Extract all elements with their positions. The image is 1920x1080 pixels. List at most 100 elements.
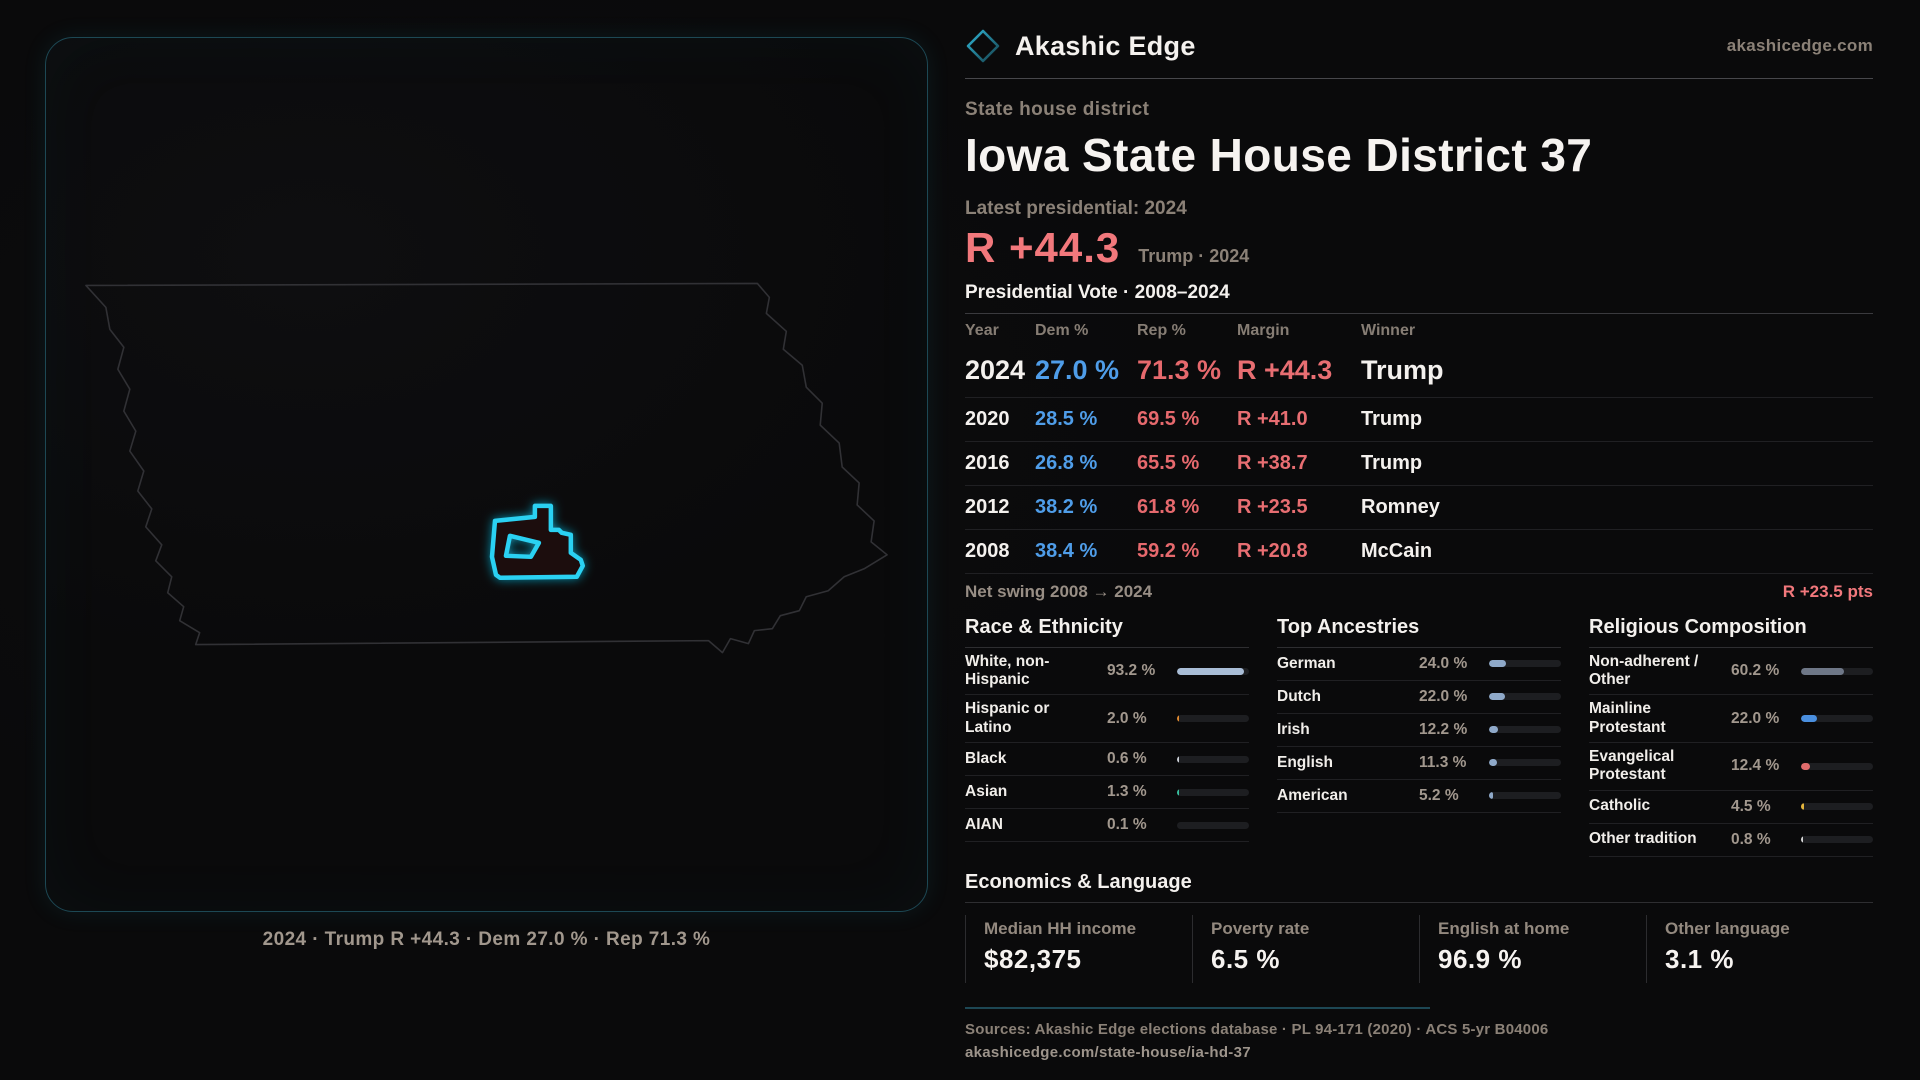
demo-value: 0.6 % bbox=[1107, 750, 1147, 768]
section-title: Top Ancestries bbox=[1277, 616, 1561, 648]
stat-bar bbox=[1489, 759, 1561, 767]
demo-label: Asian bbox=[965, 782, 1008, 800]
economics-title: Economics & Language bbox=[965, 871, 1873, 903]
vote-table-title: Presidential Vote · 2008–2024 bbox=[965, 282, 1873, 314]
list-item: Dutch 22.0 % bbox=[1277, 681, 1561, 714]
economics-section: Economics & Language Median HH income $82… bbox=[965, 871, 1873, 983]
table-cell: 27.0 % bbox=[1035, 354, 1120, 385]
list-item: Hispanic or Latino 2.0 % bbox=[965, 695, 1249, 744]
stat-label: Poverty rate bbox=[1211, 918, 1310, 938]
stat-bar-fill bbox=[1489, 726, 1498, 734]
demo-section-race-ethnicity: Race & Ethnicity White, non-Hispanic 93.2 … bbox=[965, 616, 1249, 857]
vote-row-2008: 2008 38.4 % 59.2 % R +20.8 McCain bbox=[965, 530, 1873, 574]
stat-bar-fill bbox=[1489, 792, 1493, 800]
margin-context: Trump · 2024 bbox=[1138, 245, 1250, 266]
table-cell: 2008 bbox=[965, 539, 1010, 562]
list-item: English 11.3 % bbox=[1277, 747, 1561, 780]
column-header: Dem % bbox=[1035, 321, 1089, 339]
stat-bar-fill bbox=[1177, 715, 1179, 723]
vote-row-2012: 2012 38.2 % 61.8 % R +23.5 Romney bbox=[965, 486, 1873, 530]
demo-value: 4.5 % bbox=[1731, 797, 1771, 815]
stat-bar-fill bbox=[1801, 836, 1803, 844]
stat-bar-fill bbox=[1489, 693, 1505, 701]
table-cell: 69.5 % bbox=[1137, 407, 1200, 430]
table-cell: R +23.5 bbox=[1237, 495, 1308, 518]
column-header: Rep % bbox=[1137, 321, 1186, 339]
list-item: AIAN 0.1 % bbox=[965, 809, 1249, 843]
demo-value: 0.1 % bbox=[1107, 816, 1147, 834]
stat-bar bbox=[1489, 660, 1561, 668]
stat-value: 3.1 % bbox=[1665, 943, 1734, 974]
demo-label: American bbox=[1277, 786, 1348, 804]
latest-presidential-label: Latest presidential: 2024 bbox=[965, 197, 1187, 219]
footer-divider bbox=[965, 1006, 1430, 1009]
stat-bar-fill bbox=[1801, 762, 1810, 770]
stat-bar bbox=[1489, 726, 1561, 734]
stat-cell: Poverty rate 6.5 % bbox=[1192, 914, 1419, 983]
list-item: Catholic 4.5 % bbox=[1589, 791, 1873, 824]
list-item: German 24.0 % bbox=[1277, 648, 1561, 681]
brand-header: Akashic Edge akashicedge.com bbox=[965, 28, 1873, 79]
stat-bar bbox=[1489, 693, 1561, 701]
table-cell: 71.3 % bbox=[1137, 354, 1222, 385]
stat-cell: Median HH income $82,375 bbox=[965, 914, 1192, 983]
stat-bar bbox=[1489, 792, 1561, 800]
demo-label: Black bbox=[965, 749, 1007, 767]
list-item: Irish 12.2 % bbox=[1277, 714, 1561, 747]
table-cell: 2016 bbox=[965, 451, 1010, 474]
stat-bar bbox=[1177, 788, 1249, 796]
stat-bar bbox=[1177, 755, 1249, 763]
table-cell: 59.2 % bbox=[1137, 539, 1200, 562]
section-title: Religious Composition bbox=[1589, 616, 1873, 648]
diamond-logo-icon bbox=[966, 29, 1000, 63]
column-header: Year bbox=[965, 321, 999, 339]
stat-bar bbox=[1801, 803, 1873, 811]
demo-value: 60.2 % bbox=[1731, 662, 1780, 680]
stat-bar-fill bbox=[1489, 660, 1507, 668]
stat-bar-fill bbox=[1177, 755, 1179, 763]
table-cell: 2020 bbox=[965, 407, 1010, 430]
list-item: Evangelical Protestant 12.4 % bbox=[1589, 743, 1873, 791]
demo-value: 11.3 % bbox=[1419, 753, 1467, 771]
permalink[interactable]: akashicedge.com/state-house/ia-hd-37 bbox=[965, 1043, 1251, 1061]
vote-row-2024: 2024 27.0 % 71.3 % R +44.3 Trump bbox=[965, 345, 1873, 398]
footer: Sources: Akashic Edge elections database… bbox=[965, 1006, 1873, 1061]
vote-table: Year Dem % Rep % Margin Winner 2024 27.0 % 71.3… bbox=[965, 314, 1873, 574]
demo-section-top-ancestries: Top Ancestries German 24.0 % Dutch 22.0 % Iri… bbox=[1277, 616, 1561, 857]
stat-bar-fill bbox=[1801, 715, 1817, 723]
vote-row-2020: 2020 28.5 % 69.5 % R +41.0 Trump bbox=[965, 398, 1873, 442]
demo-label: German bbox=[1277, 654, 1336, 672]
table-cell: Trump bbox=[1361, 407, 1423, 430]
margin-value: R +44.3 bbox=[965, 223, 1121, 271]
table-cell: 2012 bbox=[965, 495, 1010, 518]
detail-pane: Akashic Edge akashicedge.com State house… bbox=[965, 28, 1873, 1061]
stat-bar-fill bbox=[1801, 667, 1845, 675]
demo-value: 22.0 % bbox=[1419, 687, 1468, 705]
vote-table-header: Year Dem % Rep % Margin Winner bbox=[965, 314, 1873, 345]
demo-value: 2.0 % bbox=[1107, 709, 1147, 727]
table-cell: R +38.7 bbox=[1237, 451, 1308, 474]
table-cell: 61.8 % bbox=[1137, 495, 1200, 518]
stat-label: English at home bbox=[1438, 918, 1570, 938]
demo-value: 5.2 % bbox=[1419, 786, 1459, 804]
stat-value: 96.9 % bbox=[1438, 943, 1522, 974]
demo-label: Hispanic or Latino bbox=[965, 700, 1050, 736]
stat-bar-fill bbox=[1177, 667, 1245, 675]
stat-bar bbox=[1177, 667, 1249, 675]
demographics-grid: Race & Ethnicity White, non-Hispanic 93.2 … bbox=[965, 616, 1873, 857]
demo-label: English bbox=[1277, 753, 1333, 771]
district-37-shape[interactable] bbox=[489, 503, 586, 581]
list-item: Black 0.6 % bbox=[965, 743, 1249, 777]
table-cell: 38.4 % bbox=[1035, 539, 1098, 562]
table-cell: 38.2 % bbox=[1035, 495, 1098, 518]
list-item: White, non-Hispanic 93.2 % bbox=[965, 648, 1249, 696]
table-cell: Romney bbox=[1361, 495, 1440, 518]
district-kicker: State house district bbox=[965, 99, 1150, 120]
headline-margin: R +44.3 Trump · 2024 bbox=[965, 224, 1873, 272]
stat-bar bbox=[1801, 715, 1873, 723]
brand-domain-link[interactable]: akashicedge.com bbox=[1726, 36, 1873, 55]
brand-name: Akashic Edge bbox=[1015, 30, 1196, 61]
vote-row-2016: 2016 26.8 % 65.5 % R +38.7 Trump bbox=[965, 442, 1873, 486]
stat-bar-fill bbox=[1801, 803, 1805, 811]
table-cell: 65.5 % bbox=[1137, 451, 1200, 474]
